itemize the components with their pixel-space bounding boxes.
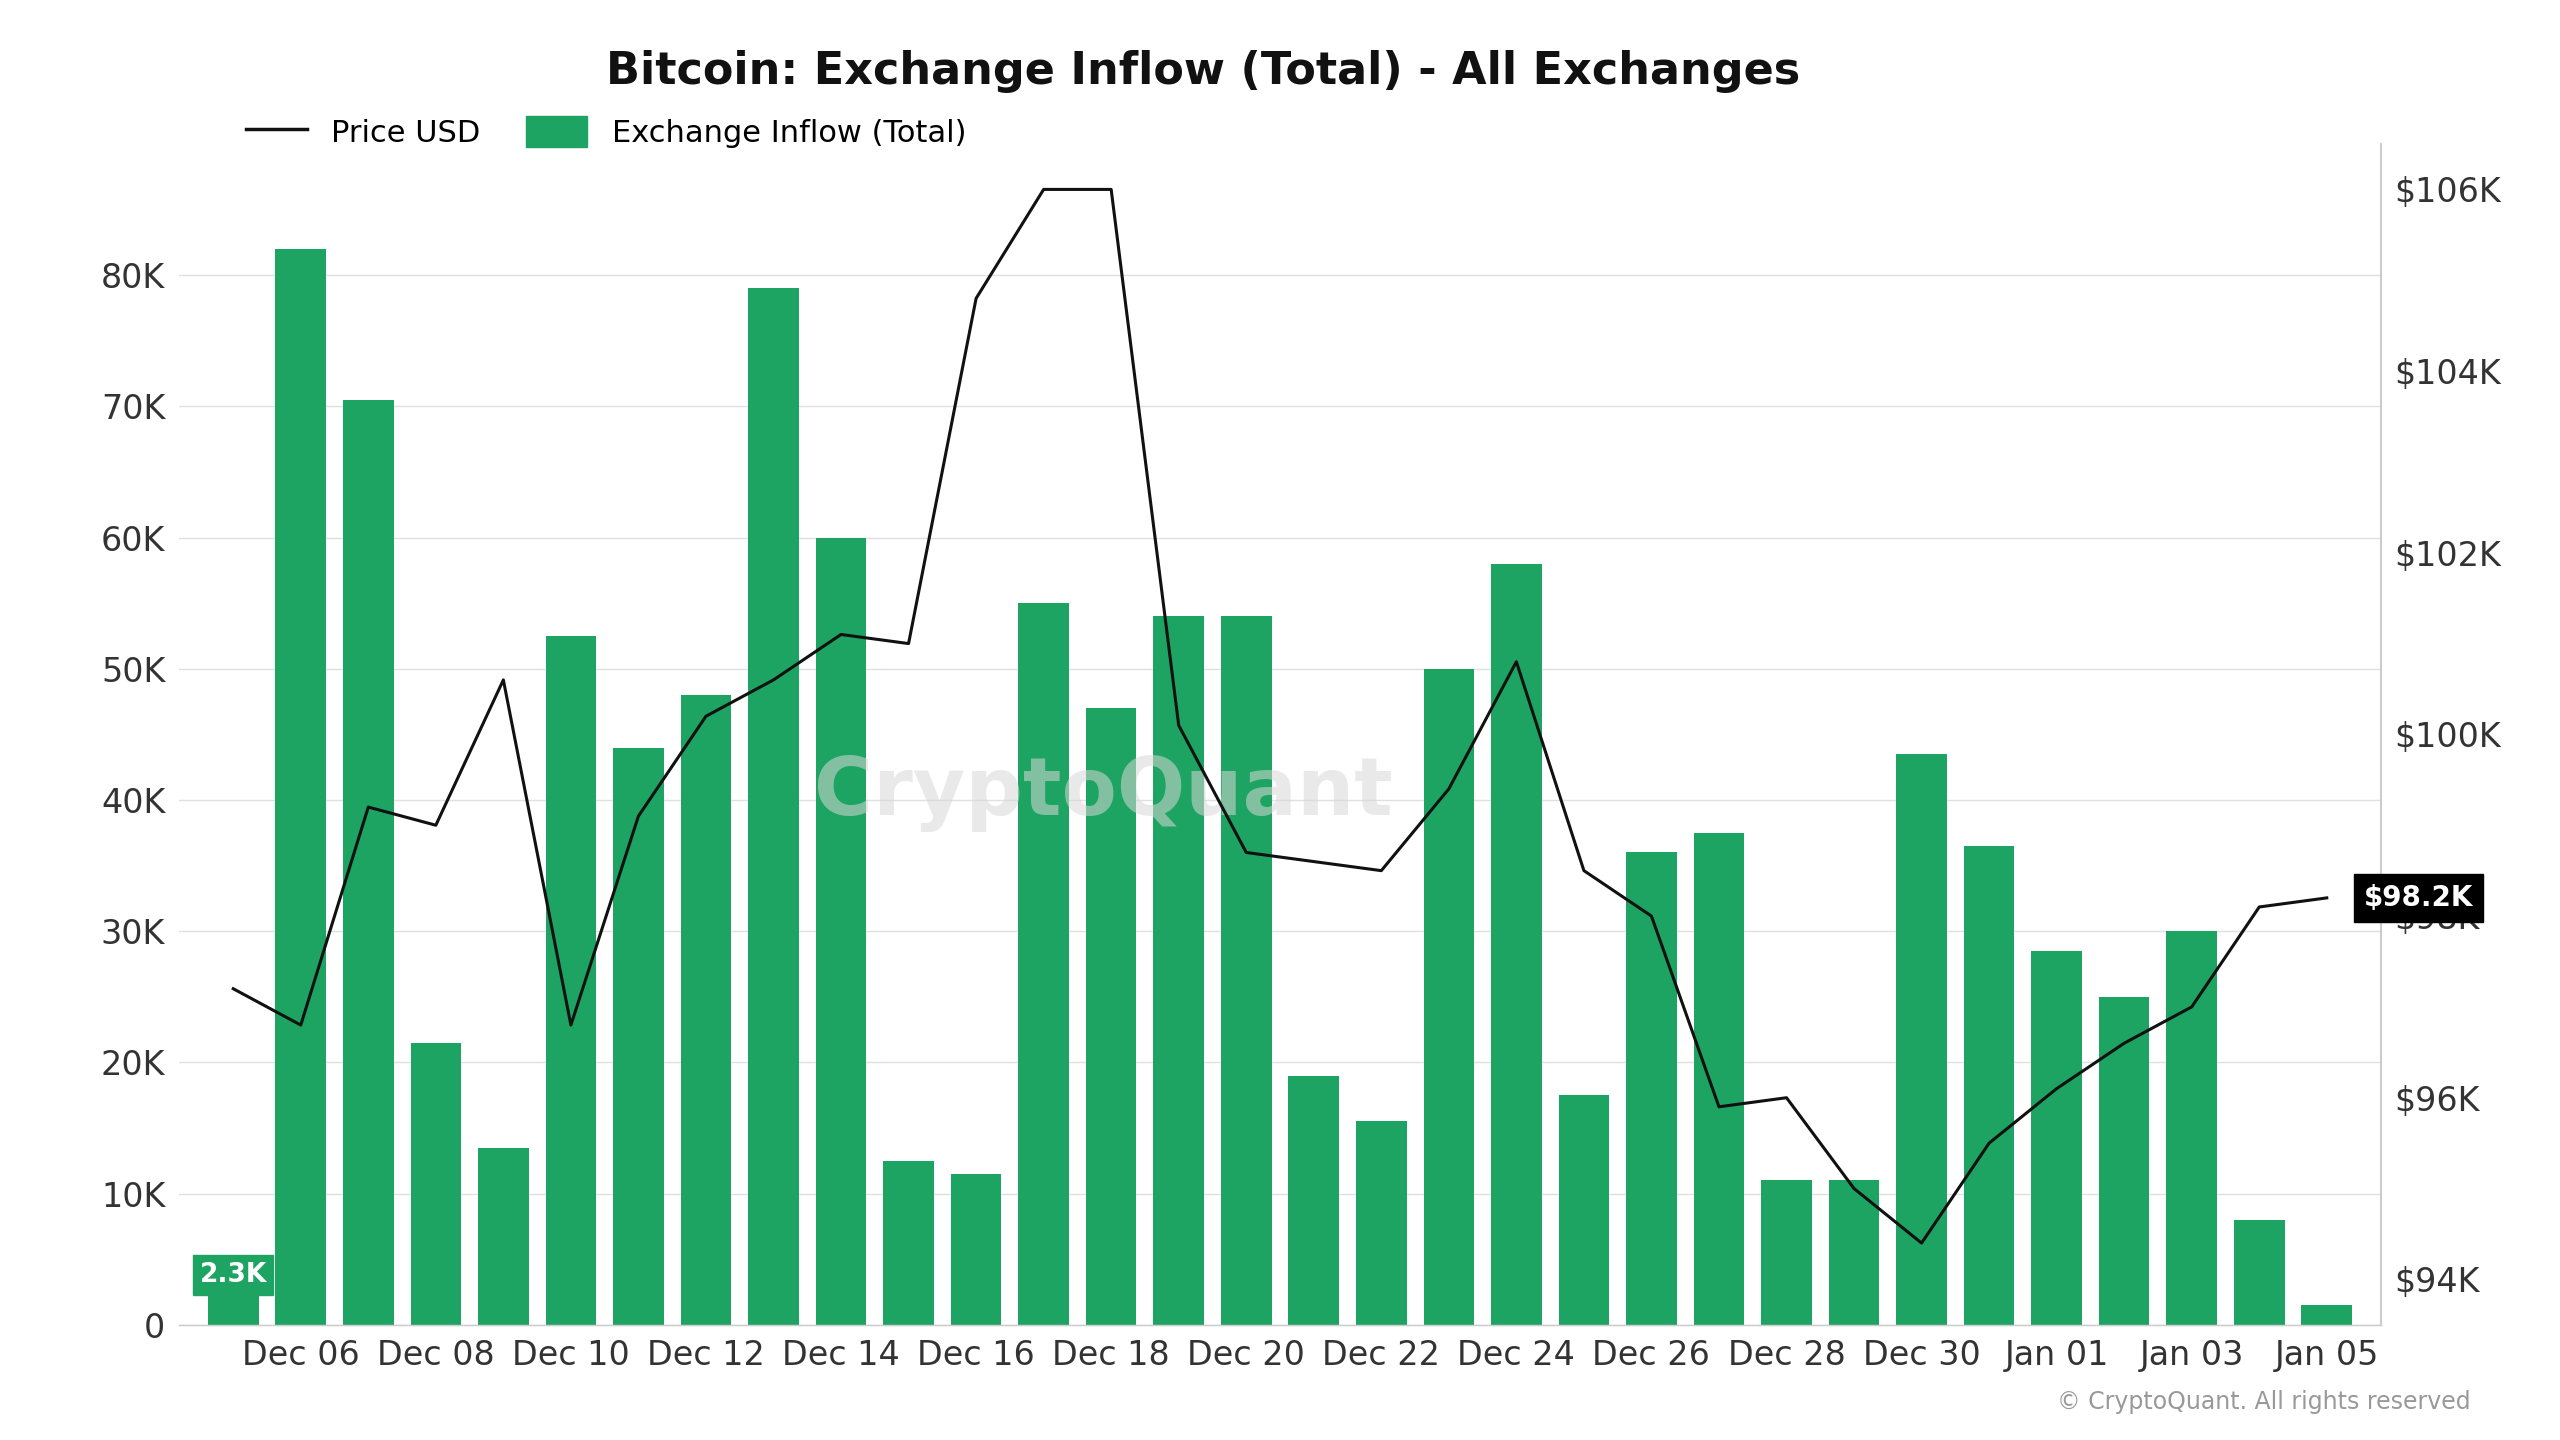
Bar (410, 1043, 461, 1325)
Bar (1085, 708, 1137, 1325)
Bar (343, 400, 394, 1325)
Text: $98.2K: $98.2K (2363, 884, 2473, 912)
Bar (1221, 616, 1272, 1325)
Text: 2.3K: 2.3K (200, 1261, 266, 1287)
Bar (681, 696, 732, 1325)
Bar (1288, 1076, 1339, 1325)
Bar (2030, 950, 2081, 1325)
Bar (2166, 932, 2217, 1325)
Bar (817, 537, 865, 1325)
Bar (1423, 668, 1475, 1325)
Bar (1695, 832, 1743, 1325)
Bar (1490, 564, 1541, 1325)
Bar (1626, 852, 1677, 1325)
Bar (276, 249, 325, 1325)
Bar (748, 288, 799, 1325)
Bar (1964, 845, 2015, 1325)
Text: Bitcoin: Exchange Inflow (Total) - All Exchanges: Bitcoin: Exchange Inflow (Total) - All E… (607, 50, 1800, 94)
Bar (1828, 1181, 1879, 1325)
Bar (1155, 616, 1203, 1325)
Bar (612, 747, 663, 1325)
Bar (545, 636, 596, 1325)
Legend: Price USD, Exchange Inflow (Total): Price USD, Exchange Inflow (Total) (246, 117, 965, 148)
Bar (207, 1295, 259, 1325)
Text: CryptoQuant: CryptoQuant (814, 755, 1393, 832)
Bar (1559, 1096, 1610, 1325)
Bar (1019, 603, 1070, 1325)
Bar (1357, 1122, 1405, 1325)
Bar (2099, 996, 2150, 1325)
Bar (1761, 1181, 1812, 1325)
Bar (479, 1148, 530, 1325)
Bar (950, 1174, 1001, 1325)
Bar (883, 1161, 934, 1325)
Bar (2301, 1305, 2353, 1325)
Text: © CryptoQuant. All rights reserved: © CryptoQuant. All rights reserved (2056, 1390, 2470, 1414)
Bar (1897, 755, 1948, 1325)
Bar (2235, 1220, 2284, 1325)
